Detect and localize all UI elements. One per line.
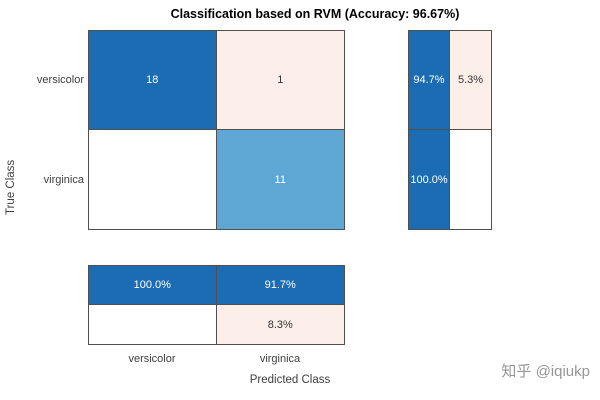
confusion-cell-versicolor-virginica: 1 xyxy=(216,31,344,130)
row-summary-virginica-correct: 100.0% xyxy=(409,130,450,229)
row-summary-panel: 94.7% 5.3% 100.0% xyxy=(408,30,492,230)
confusion-cell-virginica-versicolor xyxy=(89,130,217,229)
chart-title: Classification based on RVM (Accuracy: 9… xyxy=(170,7,460,21)
row-summary-versicolor-incorrect: 5.3% xyxy=(450,31,491,130)
col-summary-versicolor-correct: 100.0% xyxy=(89,266,217,305)
row-summary-virginica-incorrect xyxy=(450,130,491,229)
confusion-matrix: 18 1 11 xyxy=(88,30,345,230)
col-summary-virginica-correct: 91.7% xyxy=(216,266,344,305)
col-summary-virginica-incorrect: 8.3% xyxy=(216,305,344,344)
ytick-virginica: virginica xyxy=(43,174,84,186)
row-summary-versicolor-correct: 94.7% xyxy=(409,31,450,130)
confusion-cell-virginica-virginica: 11 xyxy=(216,130,344,229)
x-axis-label: Predicted Class xyxy=(249,374,331,386)
y-axis-label: True Class xyxy=(5,159,17,216)
watermark-text: 知乎 @iqiukp xyxy=(501,363,590,380)
xtick-versicolor: versicolor xyxy=(128,353,176,365)
column-summary-panel: 100.0% 91.7% 8.3% xyxy=(88,265,345,345)
xtick-virginica: virginica xyxy=(259,353,301,365)
ytick-versicolor: versicolor xyxy=(36,74,84,86)
confusion-cell-versicolor-versicolor: 18 xyxy=(89,31,217,130)
col-summary-versicolor-incorrect xyxy=(89,305,217,344)
